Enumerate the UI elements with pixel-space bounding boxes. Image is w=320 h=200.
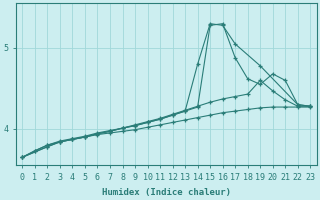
X-axis label: Humidex (Indice chaleur): Humidex (Indice chaleur) xyxy=(102,188,231,197)
